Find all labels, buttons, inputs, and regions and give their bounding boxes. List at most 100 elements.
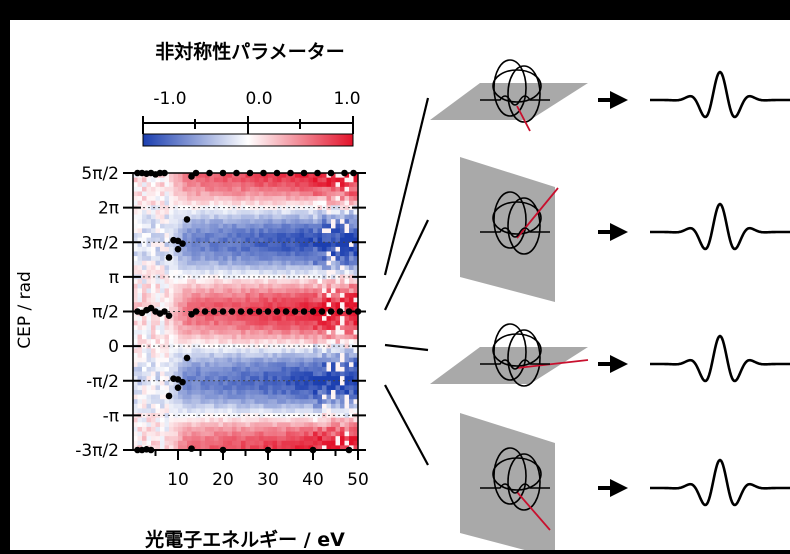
heatmap-cell: [304, 214, 309, 220]
heatmap-cell: [299, 316, 305, 322]
heatmap-cell: [340, 311, 345, 317]
heatmap-cell: [142, 371, 147, 377]
heatmap-cell: [160, 283, 165, 289]
heatmap-cell: [146, 348, 152, 354]
heatmap-cell: [227, 200, 233, 206]
heatmap-cell: [142, 223, 147, 229]
heatmap-cell: [218, 265, 224, 271]
heatmap-cell: [326, 399, 332, 405]
heatmap-cell: [281, 293, 287, 299]
heatmap-cell: [209, 399, 215, 405]
heatmap-cell: [331, 339, 336, 345]
heatmap-cell: [137, 196, 143, 202]
heatmap-cell: [164, 173, 170, 179]
heatmap-cell: [272, 279, 278, 285]
data-point: [179, 378, 186, 386]
heatmap-cell: [205, 219, 210, 225]
heatmap-cell: [299, 265, 305, 271]
heatmap-cell: [160, 246, 165, 252]
heatmap-cell: [137, 440, 143, 446]
heatmap-cell: [295, 242, 300, 248]
heatmap-cell: [308, 186, 314, 192]
heatmap-cell: [191, 242, 197, 248]
heatmap-cell: [277, 265, 282, 271]
heatmap-cell: [272, 242, 278, 248]
heatmap-cell: [196, 214, 201, 220]
heatmap-cell: [151, 223, 156, 229]
heatmap-cell: [214, 233, 219, 239]
heatmap-cell: [317, 302, 323, 308]
heatmap-cell: [245, 228, 251, 234]
heatmap-cell: [209, 293, 215, 299]
heatmap-cell: [133, 348, 138, 354]
heatmap-cell: [155, 302, 161, 308]
heatmap-cell: [209, 200, 215, 206]
heatmap-cell: [151, 200, 156, 206]
heatmap-cell: [353, 348, 359, 354]
heatmap-cell: [250, 274, 255, 280]
heatmap-cell: [218, 366, 224, 372]
data-point: [174, 245, 182, 253]
heatmap-cell: [277, 173, 282, 179]
heatmap-cell: [169, 353, 174, 359]
heatmap-cell: [232, 371, 237, 377]
heatmap-cell: [349, 399, 354, 405]
heatmap-cell: [200, 182, 206, 188]
heatmap-cell: [272, 408, 278, 414]
heatmap-cell: [290, 196, 296, 202]
heatmap-cell: [331, 237, 336, 243]
heatmap-cell: [286, 334, 291, 340]
heatmap-cell: [304, 389, 309, 395]
heatmap-cell: [232, 385, 237, 391]
heatmap-cell: [205, 260, 210, 266]
heatmap-cell: [322, 431, 327, 437]
heatmap-cell: [268, 205, 273, 211]
heatmap-cell: [160, 371, 165, 377]
heatmap-cell: [295, 408, 300, 414]
heatmap-cell: [200, 399, 206, 405]
heatmap-cell: [250, 228, 255, 234]
heatmap-cell: [299, 334, 305, 340]
heatmap-cell: [200, 316, 206, 322]
heatmap-cell: [308, 260, 314, 266]
heatmap-cell: [187, 219, 192, 225]
heatmap-cell: [250, 260, 255, 266]
heatmap-cell: [187, 339, 192, 345]
heatmap-cell: [137, 334, 143, 340]
heatmap-cell: [241, 237, 246, 243]
heatmap-cell: [169, 399, 174, 405]
heatmap-cell: [259, 311, 264, 317]
heatmap-cell: [299, 237, 305, 243]
data-point: [188, 445, 195, 452]
heatmap-cell: [223, 196, 228, 202]
heatmap-cell: [137, 242, 143, 248]
heatmap-cell: [214, 256, 219, 262]
heatmap-cell: [187, 196, 192, 202]
heatmap-cell: [245, 177, 251, 183]
heatmap-cell: [277, 329, 282, 335]
heatmap-cell: [209, 205, 215, 211]
heatmap-cell: [200, 417, 206, 423]
heatmap-cell: [245, 293, 251, 299]
heatmap-cell: [146, 436, 152, 442]
heatmap-cell: [313, 366, 318, 372]
heatmap-cell: [299, 353, 305, 359]
heatmap-cell: [196, 394, 201, 400]
arrow-head: [610, 355, 628, 373]
heatmap-cell: [178, 274, 183, 280]
heatmap-cell: [151, 256, 156, 262]
heatmap-cell: [205, 302, 210, 308]
data-points: [134, 169, 362, 454]
heatmap-cell: [299, 260, 305, 266]
heatmap-cell: [317, 214, 323, 220]
heatmap-cell: [146, 334, 152, 340]
heatmap-cell: [250, 440, 255, 446]
heatmap-cell: [317, 256, 323, 262]
heatmap-cell: [344, 265, 350, 271]
heatmap-cell: [299, 408, 305, 414]
heatmap-cell: [196, 445, 201, 451]
heatmap-cell: [304, 196, 309, 202]
heatmap-cell: [254, 339, 260, 345]
heatmap-cell: [151, 394, 156, 400]
heatmap-cell: [182, 306, 188, 312]
